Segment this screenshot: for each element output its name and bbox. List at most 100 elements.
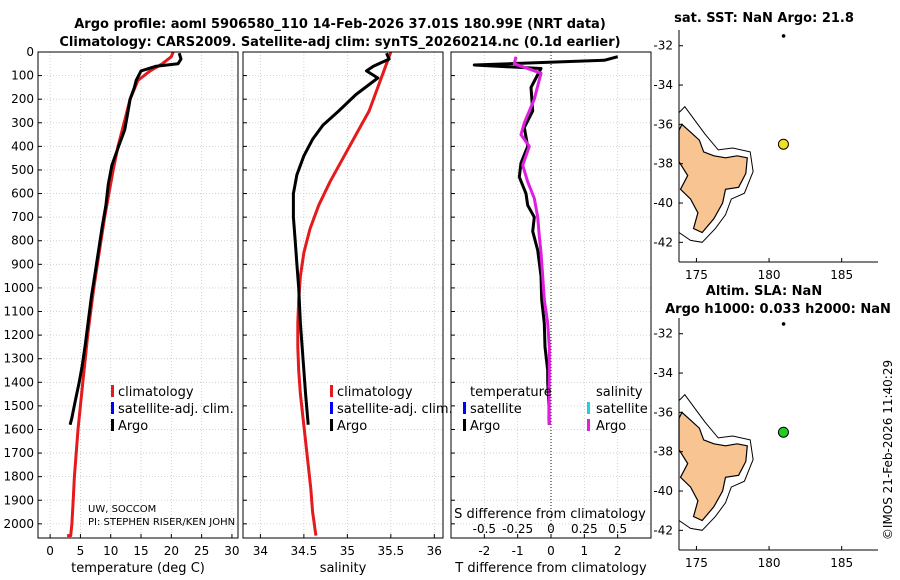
y-tick-label: 500 xyxy=(11,163,34,177)
y-tick-label: 1400 xyxy=(3,375,34,389)
x-tick-label: 5 xyxy=(77,544,85,558)
legend-label-satellite: satellite-adj. clim. xyxy=(118,402,234,417)
map-y-tick-label: -40 xyxy=(653,196,673,210)
legend-label-argo: Argo xyxy=(118,419,148,434)
axes-frame xyxy=(37,51,239,539)
y-tick-label: 1700 xyxy=(3,446,34,460)
timestamp: ©IMOS 21-Feb-2026 11:40:29 xyxy=(881,360,895,540)
salinity-legend: climatology satellite-adj. clim. Argo xyxy=(330,385,453,434)
s-tick-label: -0.25 xyxy=(502,522,533,536)
axes-frame xyxy=(242,51,444,539)
series-line-salinity xyxy=(512,56,551,425)
legend-title-temperature: temperature xyxy=(470,385,552,400)
figure-title-line2: Climatology: CARS2009. Satellite-adj cli… xyxy=(59,35,620,50)
land-area xyxy=(678,411,748,522)
map-y-tick-label: -34 xyxy=(653,366,673,380)
series-line-climatology xyxy=(66,51,175,538)
legend-label-climatology: climatology xyxy=(337,385,413,400)
legend-swatch-s-satellite xyxy=(587,402,590,414)
map-y-tick-label: -32 xyxy=(653,39,673,53)
map-y-tick-label: -36 xyxy=(653,117,673,131)
map-dot xyxy=(781,34,786,38)
legend-swatch-argo xyxy=(330,419,333,431)
x-tick-label: 20 xyxy=(164,544,179,558)
y-tick-label: 200 xyxy=(11,92,34,106)
map-y-tick-label: -40 xyxy=(653,484,673,498)
y-tick-label: 1100 xyxy=(3,305,34,319)
x-tick-label: 0 xyxy=(547,544,555,558)
y-tick-label: 1600 xyxy=(3,422,34,436)
sla-map-title-line2: Argo h1000: 0.033 h2000: NaN xyxy=(665,302,891,317)
legend-label-climatology: climatology xyxy=(118,385,194,400)
map-y-tick-label: -36 xyxy=(653,405,673,419)
float-location-marker xyxy=(777,426,789,438)
y-tick-label: 1200 xyxy=(3,328,34,342)
credit-line2: PI: STEPHEN RISER/KEN JOHN xyxy=(88,517,235,528)
legend-label-s-satellite: satellite xyxy=(596,402,648,417)
y-tick-label: 1300 xyxy=(3,352,34,366)
x-tick-label: 35 xyxy=(340,544,355,558)
map-x-tick-label: 175 xyxy=(685,268,708,282)
legend-swatch-climatology xyxy=(111,385,114,397)
legend-title-salinity: salinity xyxy=(596,385,643,400)
series-line-argo xyxy=(68,52,183,426)
credit-line1: UW, SOCCOM xyxy=(88,504,156,515)
depth-contour xyxy=(678,393,754,531)
x-tick-label: 2 xyxy=(614,544,622,558)
x-tick-label: -1 xyxy=(512,544,524,558)
legend-swatch-climatology xyxy=(330,385,333,397)
y-tick-label: 700 xyxy=(11,210,34,224)
s-tick-label: 0.25 xyxy=(571,522,598,536)
s-tick-label: 0.5 xyxy=(608,522,627,536)
y-tick-label: 800 xyxy=(11,234,34,248)
legend-swatch-argo xyxy=(111,419,114,431)
legend-swatch-satellite xyxy=(111,402,114,414)
map-x-tick-label: 175 xyxy=(685,556,708,570)
x-tick-label: -2 xyxy=(478,544,490,558)
y-tick-label: 100 xyxy=(11,69,34,83)
y-tick-label: 1000 xyxy=(3,281,34,295)
y-tick-label: 400 xyxy=(11,139,34,153)
legend-label-s-argo: Argo xyxy=(596,419,626,434)
map-y-tick-label: -32 xyxy=(653,327,673,341)
legend-label-t-argo: Argo xyxy=(470,419,500,434)
s-tick-label: -0.5 xyxy=(473,522,496,536)
x-tick-label: 15 xyxy=(133,544,148,558)
x-tick-label: 34 xyxy=(253,544,268,558)
series-line-climatology xyxy=(296,51,393,536)
map-x-tick-label: 180 xyxy=(758,556,781,570)
x-tick-label: 36 xyxy=(427,544,442,558)
x-tick-label: 30 xyxy=(224,544,239,558)
y-tick-label: 300 xyxy=(11,116,34,130)
y-tick-label: 0 xyxy=(26,45,34,59)
series-line-argo xyxy=(291,52,391,425)
x-tick-label: 1 xyxy=(581,544,589,558)
s-difference-axis-label: S difference from climatology xyxy=(454,507,646,522)
y-tick-label: 1900 xyxy=(3,493,34,507)
y-tick-label: 1500 xyxy=(3,399,34,413)
x-axis-label: T difference from climatology xyxy=(454,561,647,576)
map-y-tick-label: -38 xyxy=(653,157,673,171)
s-tick-label: 0 xyxy=(547,522,555,536)
temperature-legend: climatology satellite-adj. clim. Argo xyxy=(111,385,234,434)
depth-contour xyxy=(678,105,754,243)
map-dot xyxy=(781,322,786,326)
y-tick-label: 600 xyxy=(11,187,34,201)
sla-map-title-line1: Altim. SLA: NaN xyxy=(706,284,822,299)
legend-swatch-satellite xyxy=(330,402,333,414)
legend-swatch-t-argo xyxy=(463,419,466,431)
legend-label-satellite: satellite-adj. clim. xyxy=(337,402,453,417)
map-y-tick-label: -42 xyxy=(653,235,673,249)
map-y-tick-label: -38 xyxy=(653,445,673,459)
difference-legend: temperature salinity satellite Argo sate… xyxy=(463,385,648,434)
series-line-temperature xyxy=(472,55,619,425)
sst-map-panel: sat. SST: NaN Argo: 21.8 175 180 185 -32 -34… xyxy=(653,11,878,282)
map-x-tick-label: 180 xyxy=(758,268,781,282)
x-axis-label: temperature (deg C) xyxy=(71,561,205,576)
salinity-panel: 34 34.5 35 35.5 36 salinity xyxy=(242,51,444,576)
sla-map-panel: Altim. SLA: NaN Argo h1000: 0.033 h2000:… xyxy=(653,284,890,570)
map-y-tick-label: -34 xyxy=(653,78,673,92)
map-y-tick-label: -42 xyxy=(653,523,673,537)
map-x-tick-label: 185 xyxy=(830,268,853,282)
